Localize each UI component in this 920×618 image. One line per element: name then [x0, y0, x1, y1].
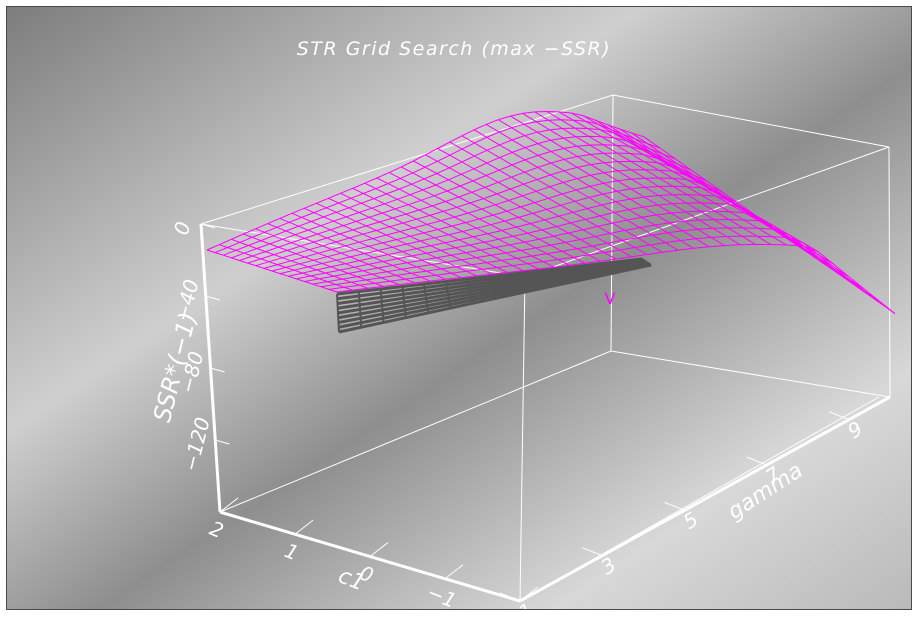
box-edge [612, 94, 890, 148]
box-edge [610, 350, 891, 398]
surface-line [376, 177, 555, 268]
x-tick [519, 586, 539, 602]
plot-background [7, 7, 911, 609]
chart-title: STR Grid Search (max −SSR) [297, 38, 611, 60]
surface-line [522, 112, 741, 246]
y-tick [499, 592, 521, 602]
y-axis-line [519, 395, 891, 603]
surface-line [534, 111, 756, 245]
surface-line [340, 192, 508, 273]
surface-line [510, 115, 725, 246]
floor-grid-line [619, 260, 630, 271]
surface-line [449, 141, 648, 255]
floor-grid-line [379, 288, 385, 323]
surface-line [413, 160, 601, 262]
z-tick [215, 439, 230, 445]
surface-line [437, 148, 632, 258]
surface-line [352, 187, 524, 272]
floor-grid-line [597, 263, 608, 276]
surface-line [643, 136, 896, 315]
box-edge [519, 396, 880, 602]
surface-line [619, 128, 865, 290]
floor-grid-line [488, 276, 496, 299]
box-edge [200, 94, 614, 225]
box-edge [519, 276, 526, 602]
surface-line [206, 249, 338, 293]
surface-mesh [206, 110, 896, 315]
surface-line [255, 228, 400, 286]
y-tick [664, 501, 685, 511]
surface-line [461, 135, 663, 253]
floor-grid-line [401, 286, 407, 318]
surface-line [364, 182, 539, 270]
y-tick [746, 456, 767, 466]
x-tick [219, 497, 239, 513]
surface-line [546, 111, 772, 245]
surface-line [279, 217, 431, 282]
surface-line [316, 202, 477, 277]
surface-line [473, 129, 679, 251]
floor-grid-line [336, 293, 340, 333]
floor-grid-line [532, 271, 541, 290]
y-tick-label: 1 [514, 598, 538, 610]
floor-grid-line [444, 281, 452, 309]
surface-line [498, 119, 710, 248]
z-tick [205, 295, 220, 301]
floor-grid-line [466, 278, 474, 304]
chart-frame: STR Grid Search (max −SSR) 0 −40 −80 −120 2 1… [6, 6, 912, 610]
surface-line [485, 123, 694, 249]
box-edge [200, 223, 526, 278]
surface-plot: STR Grid Search (max −SSR) 0−40−80−12021… [7, 7, 911, 610]
surface-line [267, 223, 415, 284]
floor-grid-line [357, 291, 363, 328]
surface-line [243, 233, 384, 287]
surface-line [328, 197, 493, 275]
surface-line [291, 212, 446, 280]
surface-line [558, 111, 787, 246]
floor-grid-line [641, 258, 652, 266]
floor-grid-line [510, 273, 519, 295]
floor-grid-line [553, 268, 563, 285]
x-tick [294, 519, 314, 535]
surface-line [231, 238, 369, 289]
x-tick-label: −2 [498, 602, 534, 610]
surface-line [388, 172, 570, 266]
y-tick [582, 547, 603, 557]
x-tick [444, 564, 464, 580]
max-marker: V [605, 289, 616, 308]
surface-line [303, 207, 462, 279]
box-edge [888, 146, 891, 398]
box-edge [219, 350, 612, 513]
z-tick [200, 223, 216, 229]
floor-grid-line [423, 283, 430, 313]
surface-line [425, 154, 617, 260]
surface-line [400, 166, 586, 264]
y-tick [828, 411, 850, 421]
z-tick-label: 0 [169, 219, 195, 237]
z-tick [210, 367, 225, 373]
floor-grid [336, 257, 652, 334]
floor-grid-line [575, 265, 586, 280]
x-tick [369, 542, 389, 557]
surface-line [218, 244, 353, 291]
